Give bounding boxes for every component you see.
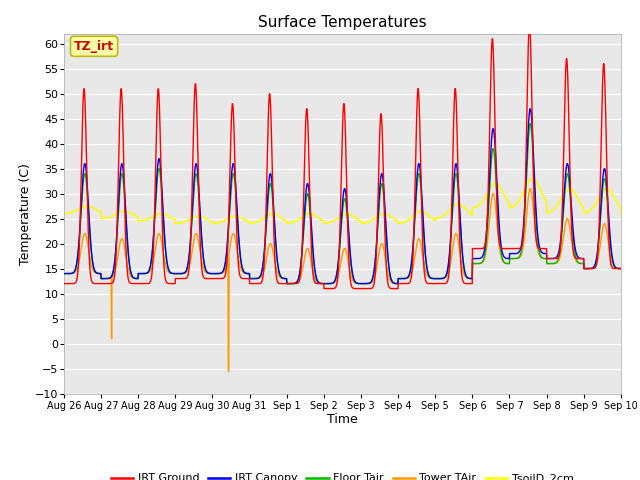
Y-axis label: Temperature (C): Temperature (C): [19, 163, 32, 264]
Text: TZ_irt: TZ_irt: [74, 40, 114, 53]
X-axis label: Time: Time: [327, 413, 358, 426]
Legend: IRT Ground, IRT Canopy, Floor Tair, Tower TAir, TsoilD_2cm: IRT Ground, IRT Canopy, Floor Tair, Towe…: [107, 469, 578, 480]
Title: Surface Temperatures: Surface Temperatures: [258, 15, 427, 30]
